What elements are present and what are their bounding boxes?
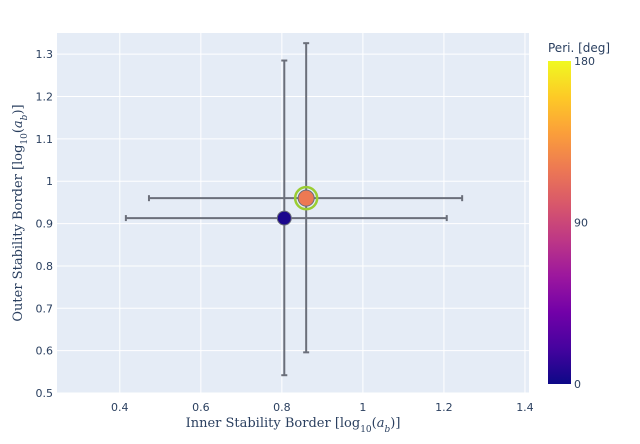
colorbar-tick-label: 0 [574, 378, 581, 391]
markers [276, 185, 319, 226]
y-tick-label: 1.3 [36, 48, 54, 61]
x-tick-label: 0.4 [111, 401, 129, 414]
x-axis-title: Inner Stability Border [log10(ab)] [186, 416, 401, 435]
y-tick-label: 1.2 [36, 91, 54, 104]
y-tick-label: 0.5 [36, 387, 54, 400]
y-tick-label: 0.7 [36, 302, 54, 315]
y-tick-label: 1.1 [36, 133, 54, 146]
y-axis-title: Outer Stability Border [log10(ab)] [11, 104, 30, 321]
x-tick-label: 0.8 [273, 401, 291, 414]
data-point[interactable] [276, 210, 292, 226]
plot-area [57, 33, 529, 393]
colorbar: Peri. [deg] 0 90 180 [548, 41, 610, 391]
colorbar-tick-label: 180 [574, 55, 595, 68]
y-tick-label: 0.9 [36, 218, 54, 231]
y-axis-ticks: 0.5 0.6 0.7 0.8 0.9 1 1.1 1.2 1.3 [36, 48, 54, 400]
y-tick-label: 0.6 [36, 345, 54, 358]
colorbar-ticks: 0 90 180 [574, 55, 595, 391]
grid [57, 33, 529, 394]
x-tick-label: 1.4 [516, 401, 534, 414]
colorbar-gradient [548, 61, 571, 384]
x-axis-ticks: 0.4 0.6 0.8 1 1.2 1.4 [111, 401, 534, 414]
x-tick-label: 0.6 [192, 401, 210, 414]
x-tick-label: 1.2 [435, 401, 453, 414]
highlight-ring [293, 185, 319, 211]
colorbar-tick-label: 90 [574, 217, 588, 230]
y-tick-label: 1 [46, 175, 53, 188]
colorbar-title: Peri. [deg] [548, 41, 610, 55]
data-point[interactable] [297, 189, 315, 207]
x-tick-label: 1 [359, 401, 366, 414]
y-tick-label: 0.8 [36, 260, 54, 273]
